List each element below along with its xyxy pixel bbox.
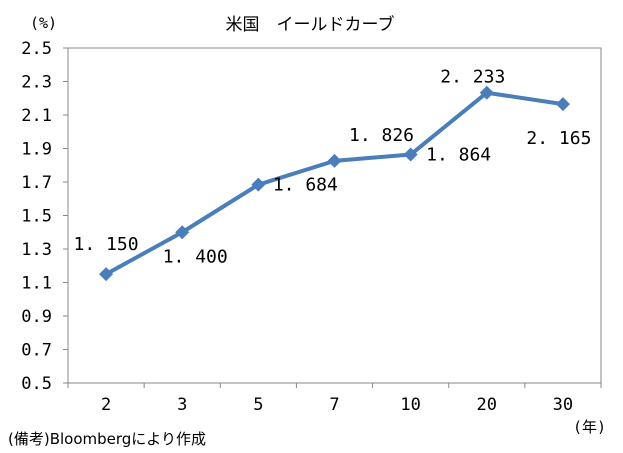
x-tick-label: 10 — [400, 395, 420, 415]
x-tick-label: 3 — [177, 395, 187, 415]
y-tick-label: 2.5 — [21, 39, 52, 59]
x-tick-label: 30 — [553, 395, 573, 415]
data-point-marker — [327, 153, 342, 168]
y-tick-label: 1.9 — [21, 140, 52, 160]
data-label: 2. 233 — [440, 67, 505, 88]
data-label: 1. 400 — [163, 246, 228, 267]
series-markers — [99, 85, 570, 282]
x-axis-ticks: 2 3 5 7 10 20 30 — [67, 383, 602, 415]
y-tick-label: 2.1 — [21, 106, 52, 126]
y-tick-label: 0.9 — [21, 307, 52, 327]
data-label: 1. 684 — [273, 175, 338, 196]
data-label: 2. 165 — [526, 128, 591, 149]
data-point-marker — [175, 225, 190, 240]
y-axis-ticks: 0.5 0.7 0.9 1.1 1.3 1.5 1.7 1.9 2.1 2.3 2.5 — [21, 39, 68, 394]
source-note: (備考)Bloombergにより作成 — [8, 430, 206, 448]
data-point-marker — [479, 85, 494, 100]
x-tick-label: 2 — [101, 395, 111, 415]
chart-title: 米国 イールドカーブ — [226, 14, 395, 35]
data-point-marker — [403, 147, 418, 162]
y-tick-label: 0.5 — [21, 374, 52, 394]
y-tick-label: 1.3 — [21, 240, 52, 260]
data-point-marker — [251, 177, 266, 192]
data-label: 1. 150 — [74, 234, 139, 255]
y-tick-label: 2.3 — [21, 73, 52, 93]
y-tick-label: 1.5 — [21, 207, 52, 227]
x-tick-label: 7 — [329, 395, 339, 415]
x-axis-unit: (年) — [573, 418, 606, 436]
x-tick-label: 20 — [477, 395, 497, 415]
data-label: 1. 864 — [426, 145, 491, 166]
y-tick-label: 1.7 — [21, 173, 52, 193]
y-tick-label: 0.7 — [21, 341, 52, 361]
x-tick-label: 5 — [253, 395, 263, 415]
data-point-marker — [555, 97, 570, 112]
data-point-marker — [99, 267, 114, 282]
data-label: 1. 826 — [349, 125, 414, 146]
data-labels: 1. 150 1. 400 1. 684 1. 826 1. 864 2. 233 2. 1… — [74, 67, 592, 268]
y-tick-label: 1.1 — [21, 274, 52, 294]
y-axis-unit: (%) — [30, 14, 57, 32]
